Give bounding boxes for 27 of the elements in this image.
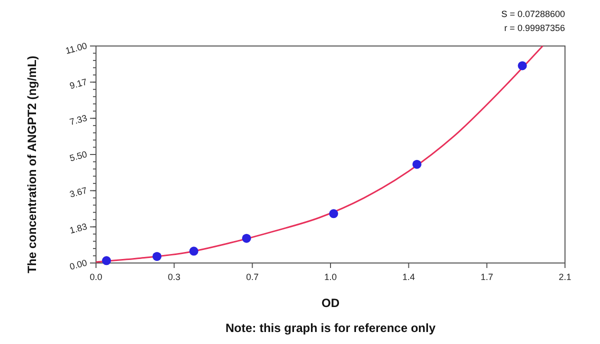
text: S = 0.07288600 xyxy=(501,9,565,19)
x-tick-label: 2.1 xyxy=(558,272,572,282)
y-tick-label: 3.67 xyxy=(68,185,88,200)
y-axis-title: The concentration of ANGPT2 (ng/mL) xyxy=(25,56,39,274)
y-tick-label: 5.50 xyxy=(68,149,88,164)
point xyxy=(242,234,252,243)
x-tick-label: 1.7 xyxy=(480,272,494,282)
x-tick-label: 1.0 xyxy=(324,272,337,282)
y-tick-label: 9.17 xyxy=(68,76,88,91)
text: r = 0.99987356 xyxy=(504,23,565,33)
line-series xyxy=(95,45,544,263)
y-tick-label: 1.83 xyxy=(68,221,88,236)
point xyxy=(329,209,338,218)
point xyxy=(412,160,422,169)
text: Note: this graph is for reference only xyxy=(225,321,436,335)
x-tick-label: 1.4 xyxy=(402,272,415,282)
point xyxy=(152,252,162,261)
point xyxy=(189,246,198,256)
x-axis-title: OD xyxy=(322,296,340,310)
y-tick-label: 0.00 xyxy=(68,258,88,272)
y-tick-label: 7.33 xyxy=(68,112,88,128)
point xyxy=(102,256,111,266)
point xyxy=(518,61,527,70)
x-tick-label: 0.7 xyxy=(246,272,259,282)
x-tick-label: 0.0 xyxy=(90,272,102,282)
y-tick-label: 11.00 xyxy=(64,40,88,56)
x-tick-label: 0.3 xyxy=(168,272,180,282)
